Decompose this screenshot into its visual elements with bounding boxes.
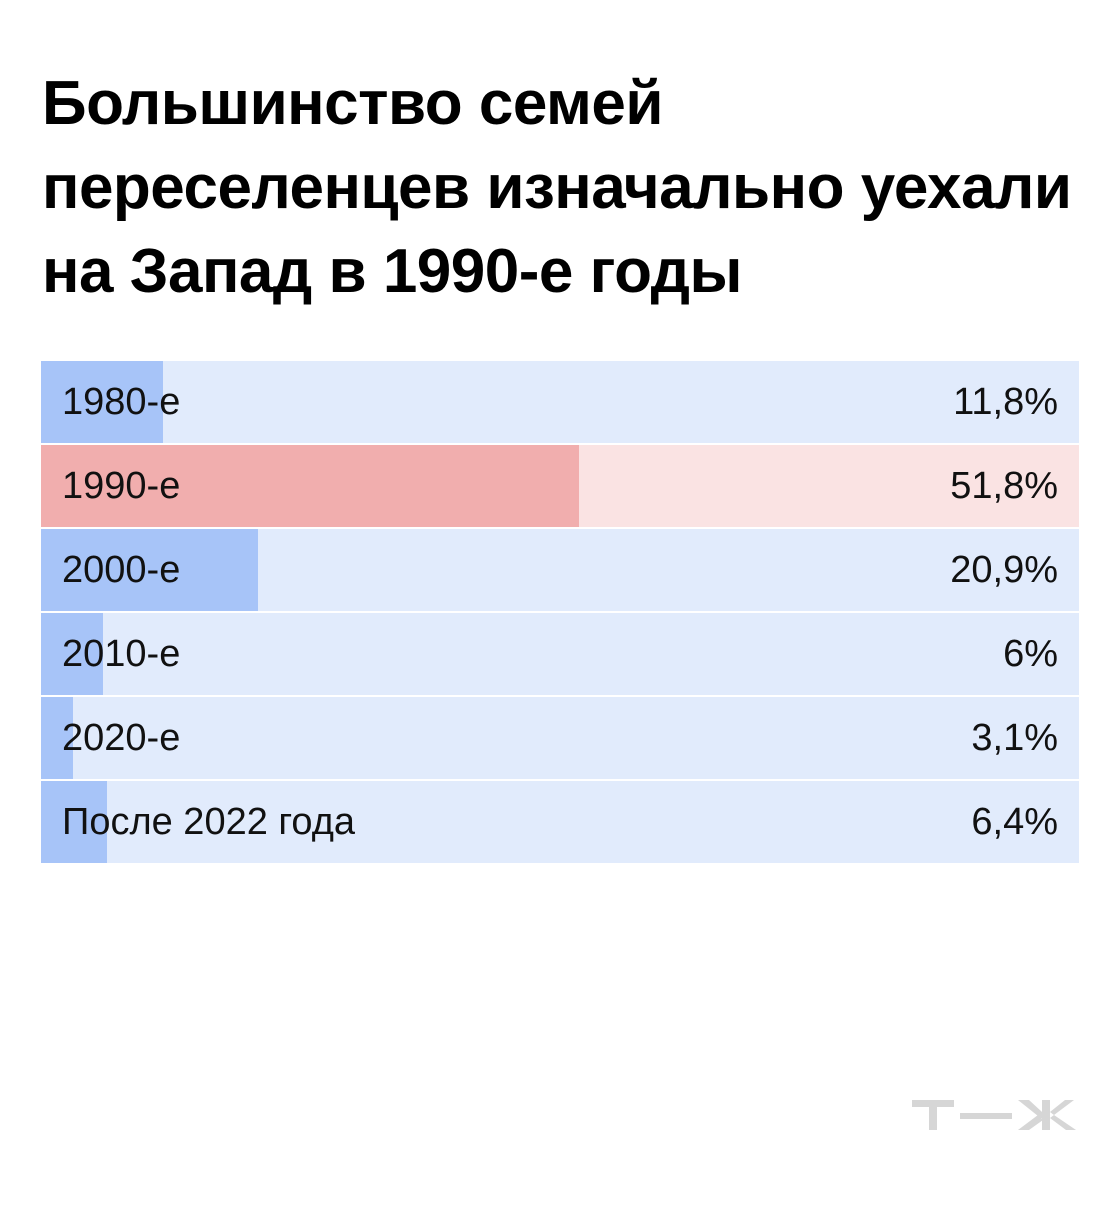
chart-title: Большинство семей переселенцев изначальн… (42, 69, 1072, 306)
bar-fill (41, 529, 258, 611)
bar-value-label: 6% (1003, 633, 1058, 675)
bar-category-label: 2000-е (62, 549, 181, 591)
bar-fill (41, 445, 579, 527)
bar-fill (41, 781, 108, 863)
bar-category-label: 1980-е (62, 381, 181, 423)
bar-value-label: 6,4% (971, 801, 1058, 843)
bar-value-label: 20,9% (950, 549, 1058, 591)
bar-value-label: 51,8% (950, 465, 1058, 507)
bar-row: 2020-е 3,1% (41, 697, 1079, 779)
bar-row: После 2022 года 6,4% (41, 781, 1079, 863)
brand-logo (912, 1100, 1076, 1130)
bar-row: 2010-е 6% (41, 613, 1079, 695)
bar-category-label: После 2022 года (62, 801, 356, 843)
bar-fill (41, 361, 164, 443)
bar-row: 1980-е 11,8% (41, 361, 1079, 443)
bar-category-label: 2020-е (62, 717, 181, 759)
bar-fill (41, 697, 74, 779)
bar-row: 2000-е 20,9% (41, 529, 1079, 611)
bar-value-label: 11,8% (953, 381, 1058, 423)
bar-row: 1990-е 51,8% (41, 445, 1079, 527)
bar-category-label: 2010-е (62, 633, 181, 675)
bar-value-label: 3,1% (971, 717, 1058, 759)
bar-chart: 1980-е 11,8% 1990-е 51,8% 2000-е 20,9% 2010-е 6… (41, 361, 1079, 865)
bar-category-label: 1990-е (62, 465, 181, 507)
bar-fill (41, 613, 104, 695)
